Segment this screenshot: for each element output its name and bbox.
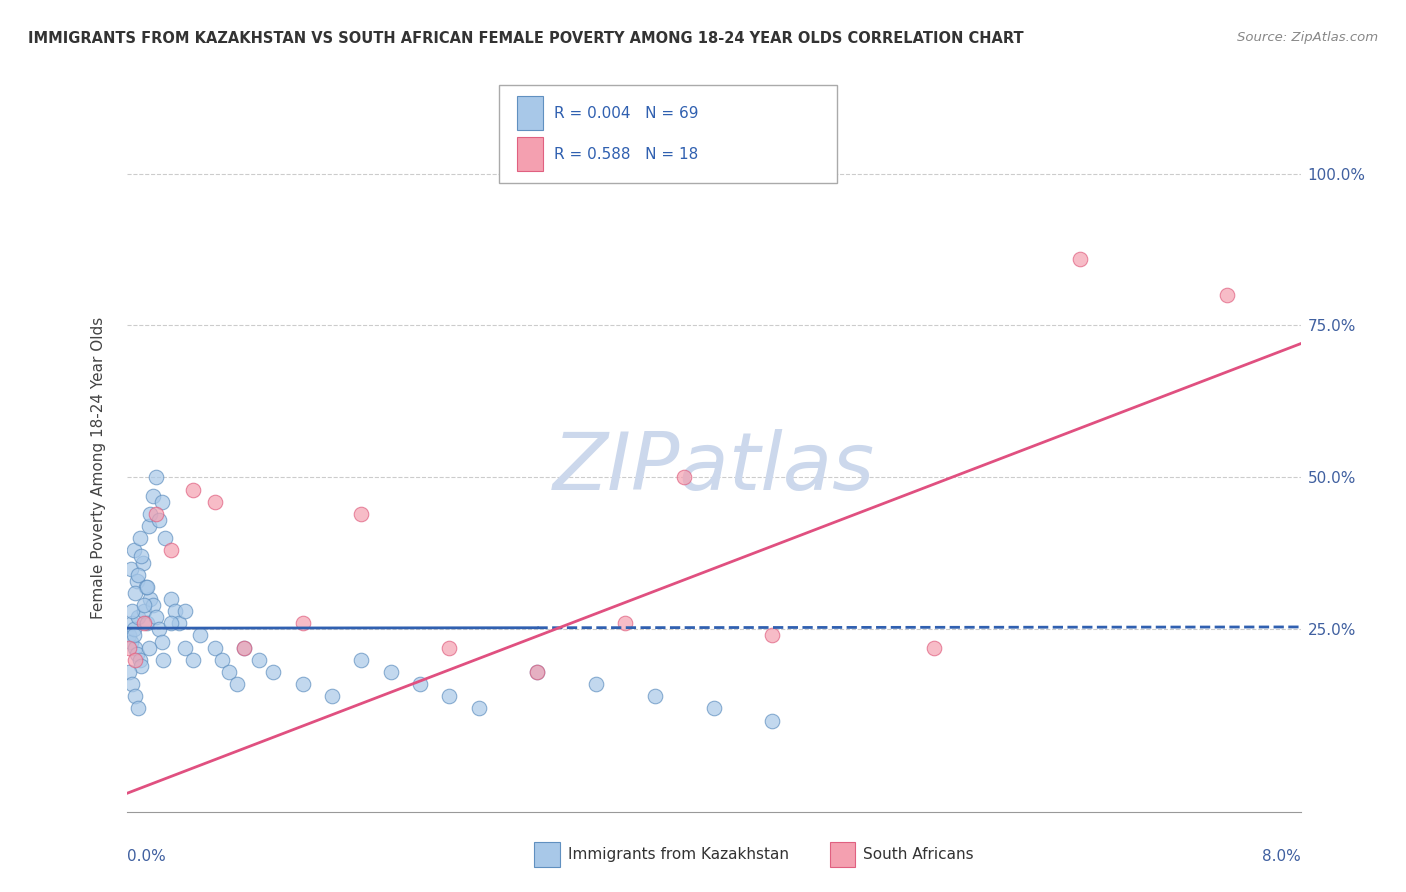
Point <box>585 677 607 691</box>
Point <box>321 690 343 704</box>
Point <box>204 494 226 508</box>
Text: IMMIGRANTS FROM KAZAKHSTAN VS SOUTH AFRICAN FEMALE POVERTY AMONG 18-24 YEAR OLDS: IMMIGRANTS FROM KAZAKHSTAN VS SOUTH AFRI… <box>28 31 1024 46</box>
Point <box>124 690 146 704</box>
Point <box>218 665 240 679</box>
Point <box>526 665 548 679</box>
Point <box>118 640 141 655</box>
Point <box>118 628 141 642</box>
Text: 0.0%: 0.0% <box>127 849 166 864</box>
Y-axis label: Female Poverty Among 18-24 Year Olds: Female Poverty Among 18-24 Year Olds <box>91 318 105 619</box>
Point <box>124 586 146 600</box>
Point <box>169 616 191 631</box>
Point <box>127 701 149 715</box>
Point <box>120 634 142 648</box>
Point <box>380 665 402 679</box>
Point <box>150 634 173 648</box>
Point <box>122 628 145 642</box>
Point <box>232 640 256 655</box>
Point <box>120 561 142 575</box>
Point <box>614 616 637 631</box>
Point <box>153 531 176 545</box>
Point <box>150 494 173 508</box>
Point <box>761 628 783 642</box>
Point <box>138 640 160 655</box>
Point <box>131 556 153 570</box>
Point <box>262 665 284 679</box>
Point <box>125 574 148 588</box>
Point <box>121 677 143 691</box>
Point <box>121 616 143 631</box>
Point <box>350 507 373 521</box>
Text: Source: ZipAtlas.com: Source: ZipAtlas.com <box>1237 31 1378 45</box>
Text: ZIPatlas: ZIPatlas <box>553 429 875 508</box>
Point <box>136 580 159 594</box>
Point <box>159 543 181 558</box>
Point <box>122 623 145 637</box>
Point <box>134 616 156 631</box>
Point <box>145 507 167 521</box>
Text: South Africans: South Africans <box>863 847 974 862</box>
Point <box>174 640 197 655</box>
Point <box>181 653 204 667</box>
Point <box>291 677 314 691</box>
Point <box>439 690 461 704</box>
Point <box>181 483 204 497</box>
Point <box>124 640 146 655</box>
Point <box>135 580 157 594</box>
Point <box>159 592 181 607</box>
Point <box>291 616 314 631</box>
Point <box>225 677 247 691</box>
Point <box>145 610 167 624</box>
Point <box>148 513 170 527</box>
Point <box>163 604 186 618</box>
Text: R = 0.004   N = 69: R = 0.004 N = 69 <box>554 106 699 120</box>
Point <box>128 531 150 545</box>
Point <box>439 640 461 655</box>
Point <box>128 653 150 667</box>
Point <box>468 701 491 715</box>
Point <box>922 640 945 655</box>
Point <box>134 598 156 612</box>
Point <box>139 592 162 607</box>
Point <box>129 549 152 564</box>
Point <box>204 640 226 655</box>
Point <box>148 623 170 637</box>
Point <box>232 640 256 655</box>
Point <box>142 489 165 503</box>
Point <box>174 604 197 618</box>
Point <box>673 470 696 484</box>
Point <box>125 647 148 661</box>
Point <box>526 665 548 679</box>
Point <box>1069 252 1091 266</box>
Point <box>188 628 211 642</box>
Point <box>1216 288 1239 302</box>
Point <box>761 714 783 728</box>
Point <box>159 616 181 631</box>
Point <box>145 470 167 484</box>
Text: 8.0%: 8.0% <box>1261 849 1301 864</box>
Point <box>124 653 146 667</box>
Point <box>121 604 143 618</box>
Point <box>247 653 270 667</box>
Point <box>129 658 152 673</box>
Point <box>644 690 666 704</box>
Text: R = 0.588   N = 18: R = 0.588 N = 18 <box>554 147 699 161</box>
Point <box>702 701 725 715</box>
Point <box>136 616 159 631</box>
Point <box>127 567 149 582</box>
Text: Immigrants from Kazakhstan: Immigrants from Kazakhstan <box>568 847 789 862</box>
Point <box>350 653 373 667</box>
Point <box>127 610 149 624</box>
Point <box>142 598 165 612</box>
Point <box>211 653 233 667</box>
Point <box>138 519 160 533</box>
Point <box>152 653 174 667</box>
Point <box>139 507 162 521</box>
Point <box>118 665 141 679</box>
Point <box>409 677 432 691</box>
Point <box>122 543 145 558</box>
Point <box>134 604 156 618</box>
